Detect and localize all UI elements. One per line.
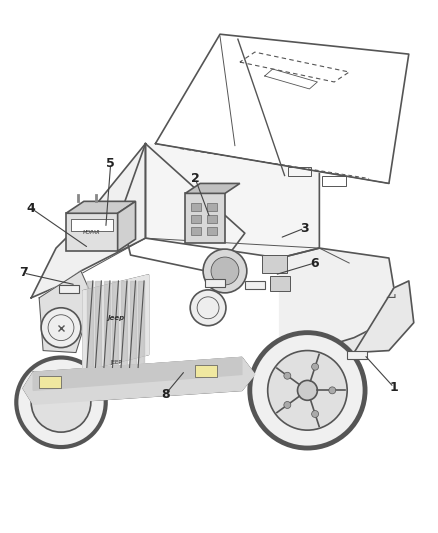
Circle shape: [211, 257, 239, 285]
Text: ⌐: ⌐: [383, 288, 395, 302]
Text: 5: 5: [106, 157, 115, 170]
Bar: [207, 203, 217, 211]
Polygon shape: [145, 144, 319, 258]
Bar: [322, 176, 346, 187]
Bar: [71, 219, 113, 231]
Circle shape: [41, 308, 81, 348]
Bar: [347, 351, 367, 359]
Polygon shape: [185, 193, 225, 243]
Text: JEEP: JEEP: [110, 360, 121, 365]
Circle shape: [311, 410, 318, 417]
Text: 8: 8: [161, 388, 170, 401]
Bar: [191, 215, 201, 223]
Text: Jeep: Jeep: [107, 314, 124, 321]
Bar: [59, 285, 79, 293]
Bar: [191, 203, 201, 211]
Polygon shape: [185, 183, 240, 193]
Polygon shape: [279, 328, 374, 360]
Text: 4: 4: [27, 202, 35, 215]
Circle shape: [297, 381, 318, 400]
Circle shape: [284, 401, 291, 408]
Polygon shape: [104, 281, 110, 367]
Bar: [207, 227, 217, 235]
Polygon shape: [31, 144, 145, 298]
Polygon shape: [33, 358, 242, 390]
Bar: [270, 276, 290, 291]
Polygon shape: [66, 213, 118, 251]
Bar: [245, 281, 265, 289]
Polygon shape: [130, 281, 135, 367]
Polygon shape: [121, 281, 127, 367]
Polygon shape: [354, 281, 414, 352]
Circle shape: [250, 333, 365, 448]
Circle shape: [284, 372, 291, 379]
Polygon shape: [95, 281, 101, 367]
Bar: [191, 227, 201, 235]
Circle shape: [16, 358, 106, 447]
Text: 1: 1: [389, 381, 398, 394]
Circle shape: [329, 387, 336, 394]
Polygon shape: [66, 201, 135, 213]
Polygon shape: [138, 281, 144, 367]
Bar: [39, 376, 61, 389]
Circle shape: [311, 363, 318, 370]
Bar: [207, 215, 217, 223]
Text: 6: 6: [310, 256, 319, 270]
Polygon shape: [83, 275, 148, 370]
Text: 3: 3: [300, 222, 309, 235]
Circle shape: [268, 351, 347, 430]
Polygon shape: [87, 281, 93, 367]
Polygon shape: [118, 201, 135, 251]
Circle shape: [203, 249, 247, 293]
Text: 2: 2: [191, 172, 200, 185]
Bar: [262, 255, 286, 273]
Bar: [288, 166, 311, 176]
Text: MOPAR: MOPAR: [83, 230, 101, 235]
Polygon shape: [113, 281, 118, 367]
Bar: [205, 279, 225, 287]
Polygon shape: [279, 248, 394, 358]
Polygon shape: [39, 271, 93, 352]
Polygon shape: [23, 358, 255, 404]
Circle shape: [190, 290, 226, 326]
Text: 7: 7: [19, 266, 28, 279]
Bar: [195, 366, 217, 377]
Circle shape: [31, 373, 91, 432]
